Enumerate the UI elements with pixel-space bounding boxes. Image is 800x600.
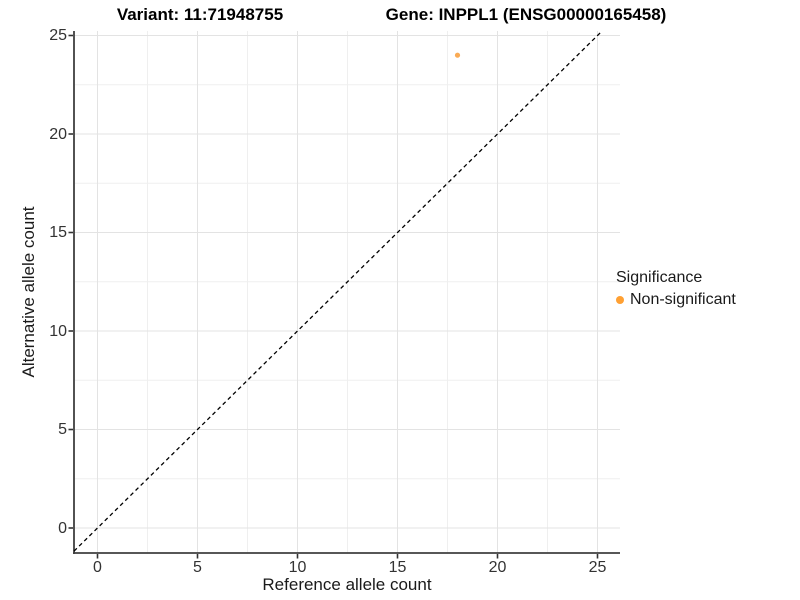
legend: Significance Non-significant	[616, 268, 736, 309]
x-tick-label: 20	[488, 559, 507, 576]
x-axis-title: Reference allele count	[262, 575, 432, 594]
plot-title-gene: Gene: INPPL1 (ENSG00000165458)	[385, 5, 667, 24]
legend-title: Significance	[616, 269, 703, 286]
plot-title-variant: Variant: 11:71948755	[116, 5, 284, 24]
x-tick-label: 5	[193, 559, 202, 576]
y-tick-label: 20	[49, 125, 67, 143]
legend-entry: Non-significant	[616, 290, 736, 309]
legend-entries: Non-significant	[616, 290, 736, 309]
x-tick-label: 10	[288, 559, 307, 576]
y-tick-label: 15	[49, 224, 67, 241]
x-tick-label: 25	[588, 559, 607, 576]
y-tick-label: 10	[49, 322, 67, 340]
identity-dashed-line	[73, 30, 603, 552]
legend-key-dot-icon	[616, 295, 624, 304]
data-point	[454, 52, 461, 58]
x-tick-label: 15	[388, 559, 407, 576]
y-axis-title: Alternative allele count	[19, 206, 38, 378]
y-tick-label: 5	[58, 421, 67, 438]
x-tick-label: 0	[93, 559, 102, 576]
y-tick-label: 25	[49, 27, 67, 44]
y-tick-label: 0	[58, 519, 67, 537]
legend-entry-label: Non-significant	[630, 291, 736, 308]
